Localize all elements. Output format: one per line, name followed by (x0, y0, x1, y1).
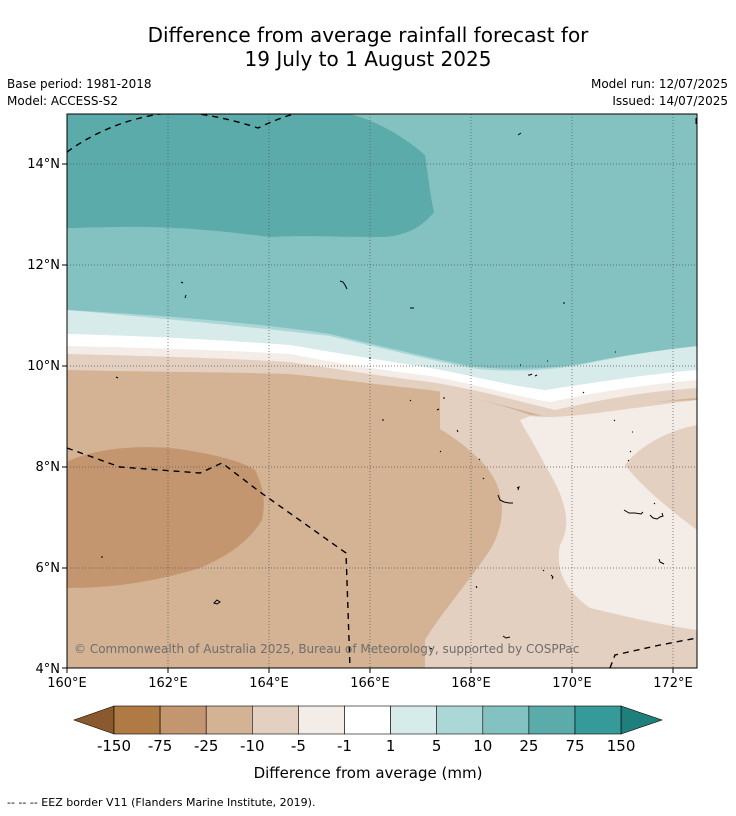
lon-label: 162°E (148, 676, 188, 691)
band-neg5-neg1-east (520, 400, 697, 630)
colorbar-segment (298, 705, 345, 735)
forecast-map: © Commonwealth of Australia 2025, Bureau… (27, 113, 698, 782)
colorbar-label: Difference from average (mm) (254, 764, 483, 782)
colorbar-tick-label: -150 (97, 737, 131, 755)
colorbar-tick-label: -1 (337, 737, 352, 755)
colorbar-segment (574, 705, 622, 735)
lat-axis: 14°N 12°N 10°N 8°N 6°N 4°N (27, 157, 67, 677)
lat-label: 10°N (27, 359, 60, 374)
colorbar-segment (159, 705, 207, 735)
colorbar-arrow-low (73, 705, 115, 735)
band-neg75-neg25 (67, 447, 264, 588)
colorbar-tick-label: 150 (607, 737, 636, 755)
colorbar-tick-label: -10 (240, 737, 265, 755)
lon-label: 166°E (350, 676, 390, 691)
lon-label: 168°E (451, 676, 491, 691)
lon-label: 164°E (249, 676, 289, 691)
islands (101, 118, 697, 650)
lat-label: 4°N (36, 662, 61, 677)
band-25-75 (67, 114, 434, 237)
colorbar: -150 -75 -25 -10 -5 -1 1 5 10 25 75 150 (73, 705, 663, 755)
colorbar-segment (528, 705, 576, 735)
colorbar-segment (390, 705, 438, 735)
base-period: Base period: 1981-2018 (7, 77, 152, 91)
lon-label: 172°E (653, 676, 693, 691)
lat-label: 8°N (36, 460, 61, 475)
lat-label: 14°N (27, 157, 60, 172)
colorbar-tick-label: 25 (519, 737, 538, 755)
colorbar-segment (113, 705, 161, 735)
map-frame (66, 113, 698, 669)
colorbar-segment (344, 705, 391, 735)
colorbar-tick-label: -75 (148, 737, 173, 755)
chart-title-line2: 19 July to 1 August 2025 (244, 47, 492, 71)
lon-label: 170°E (552, 676, 592, 691)
contour-fill (67, 114, 697, 668)
colorbar-segment (252, 705, 299, 735)
lon-label: 160°E (47, 676, 87, 691)
model-run: Model run: 12/07/2025 (590, 77, 728, 91)
colorbar-tick-label: 75 (565, 737, 584, 755)
chart-title-line1: Difference from average rainfall forecas… (147, 23, 589, 47)
colorbar-segment (205, 705, 253, 735)
colorbar-arrow-high (620, 705, 663, 735)
colorbar-tick-label: -5 (291, 737, 306, 755)
lat-label: 12°N (27, 258, 60, 273)
graticule (67, 114, 697, 668)
colorbar-tick-label: 10 (473, 737, 492, 755)
lon-axis: 160°E 162°E 164°E 166°E 168°E 170°E 172°… (47, 668, 693, 691)
eez-border (67, 114, 697, 668)
issued-date: Issued: 14/07/2025 (612, 94, 728, 108)
colorbar-tick-label: -25 (194, 737, 219, 755)
colorbar-tick-label: 5 (432, 737, 442, 755)
colorbar-segment (436, 705, 484, 735)
model-name: Model: ACCESS-S2 (7, 94, 119, 108)
colorbar-segment (482, 705, 530, 735)
eez-footnote: -- -- -- EEZ border V11 (Flanders Marine… (7, 796, 316, 809)
copyright-notice: © Commonwealth of Australia 2025, Bureau… (74, 642, 579, 656)
colorbar-tick-label: 1 (386, 737, 396, 755)
lat-label: 6°N (36, 561, 61, 576)
